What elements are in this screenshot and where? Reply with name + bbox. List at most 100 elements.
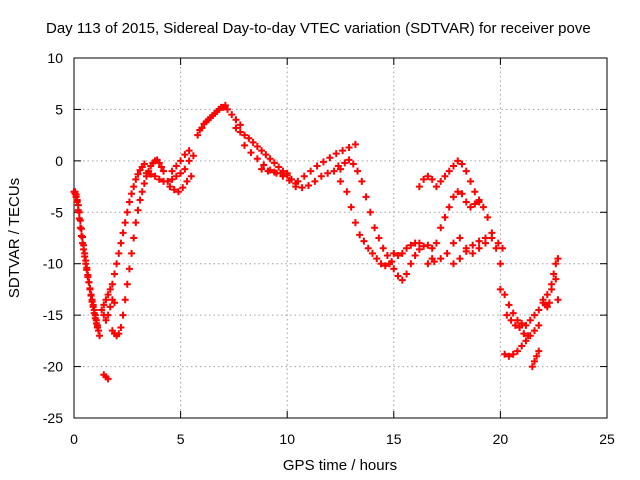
data-point-0-174 — [258, 165, 266, 173]
data-point-0-181 — [307, 167, 315, 175]
data-point-0-307 — [535, 321, 543, 329]
data-point-0-260 — [467, 203, 475, 211]
data-point-0-232 — [420, 175, 428, 183]
data-point-0-43 — [90, 309, 98, 317]
data-point-0-65 — [132, 219, 140, 227]
data-point-0-91 — [125, 198, 133, 206]
data-point-0-199 — [379, 244, 387, 252]
data-point-0-235 — [432, 183, 440, 191]
data-point-0-31 — [77, 225, 85, 233]
data-point-0-180 — [300, 172, 308, 180]
data-point-0-7 — [77, 232, 85, 240]
data-point-0-153 — [275, 163, 283, 171]
data-point-0-27 — [73, 196, 81, 204]
data-point-0-223 — [428, 244, 436, 252]
data-point-0-141 — [217, 103, 225, 111]
data-point-0-203 — [343, 188, 351, 196]
data-point-0-213 — [386, 260, 394, 268]
data-point-0-44 — [91, 314, 99, 322]
data-point-0-268 — [456, 234, 464, 242]
data-point-0-217 — [403, 244, 411, 252]
data-point-0-113 — [189, 152, 197, 160]
data-point-0-103 — [147, 170, 155, 178]
data-point-0-228 — [407, 260, 415, 268]
data-point-0-211 — [377, 260, 385, 268]
y-tick-label-6: 5 — [55, 101, 63, 117]
data-point-0-90 — [123, 208, 131, 216]
data-point-0-258 — [458, 190, 466, 198]
data-point-0-35 — [82, 257, 90, 265]
data-point-0-138 — [204, 116, 212, 124]
data-point-0-259 — [462, 198, 470, 206]
data-point-0-315 — [545, 299, 553, 307]
data-point-0-179 — [294, 177, 302, 185]
data-point-0-193 — [354, 167, 362, 175]
data-point-layer — [70, 101, 562, 383]
data-point-0-92 — [128, 190, 136, 198]
data-point-0-214 — [390, 249, 398, 257]
data-point-0-212 — [381, 262, 389, 270]
data-point-0-317 — [550, 270, 558, 278]
data-point-0-45 — [92, 319, 100, 327]
data-point-0-190 — [341, 159, 349, 167]
data-point-0-178 — [283, 169, 291, 177]
data-point-0-47 — [98, 306, 106, 314]
data-point-0-238 — [445, 167, 453, 175]
data-point-0-289 — [526, 316, 534, 324]
data-point-0-273 — [488, 234, 496, 242]
data-point-0-133 — [228, 111, 236, 119]
data-point-0-279 — [469, 241, 477, 249]
y-tick-label-5: 0 — [55, 153, 63, 169]
data-point-0-49 — [102, 316, 110, 324]
data-point-0-229 — [411, 251, 419, 259]
data-point-0-33 — [80, 241, 88, 249]
data-point-0-290 — [531, 311, 539, 319]
data-point-0-318 — [552, 260, 560, 268]
data-point-0-295 — [511, 321, 519, 329]
data-point-0-172 — [330, 167, 338, 175]
data-point-0-145 — [241, 131, 249, 139]
data-point-0-187 — [345, 143, 353, 151]
data-point-0-171 — [324, 169, 332, 177]
data-point-0-94 — [132, 175, 140, 183]
data-point-0-6 — [76, 224, 84, 232]
data-point-0-283 — [501, 291, 509, 299]
data-point-0-249 — [492, 244, 500, 252]
data-point-0-198 — [375, 234, 383, 242]
data-point-0-26 — [72, 191, 80, 199]
data-point-0-40 — [87, 292, 95, 300]
data-point-0-38 — [85, 278, 93, 286]
data-point-0-36 — [83, 264, 91, 272]
data-point-0-58 — [117, 323, 125, 331]
data-point-0-221 — [420, 242, 428, 250]
data-point-0-136 — [196, 126, 204, 134]
data-point-0-274 — [494, 239, 502, 247]
grid-layer — [74, 58, 607, 418]
data-point-0-255 — [445, 203, 453, 211]
chart-title: Day 113 of 2015, Sidereal Day-to-day VTE… — [46, 20, 591, 37]
y-tick-label-2: -15 — [43, 307, 63, 323]
data-point-0-192 — [349, 160, 357, 168]
data-point-0-160 — [253, 155, 261, 163]
data-point-0-234 — [428, 175, 436, 183]
data-point-0-319 — [554, 255, 562, 263]
data-point-0-189 — [334, 162, 342, 170]
data-point-0-304 — [522, 337, 530, 345]
data-point-0-196 — [366, 208, 374, 216]
data-point-0-254 — [441, 213, 449, 221]
data-point-0-101 — [104, 375, 112, 383]
data-point-0-122 — [177, 157, 185, 165]
data-point-0-312 — [539, 296, 547, 304]
data-point-0-81 — [104, 291, 112, 299]
data-point-0-323 — [554, 296, 562, 304]
data-point-0-183 — [319, 158, 327, 166]
data-point-0-62 — [125, 265, 133, 273]
data-point-0-263 — [424, 260, 432, 268]
data-point-0-202 — [337, 177, 344, 185]
data-point-0-104 — [151, 172, 159, 180]
data-point-0-87 — [117, 239, 125, 247]
data-point-0-139 — [209, 112, 217, 120]
data-point-0-308 — [528, 363, 536, 371]
data-point-0-185 — [332, 150, 340, 158]
